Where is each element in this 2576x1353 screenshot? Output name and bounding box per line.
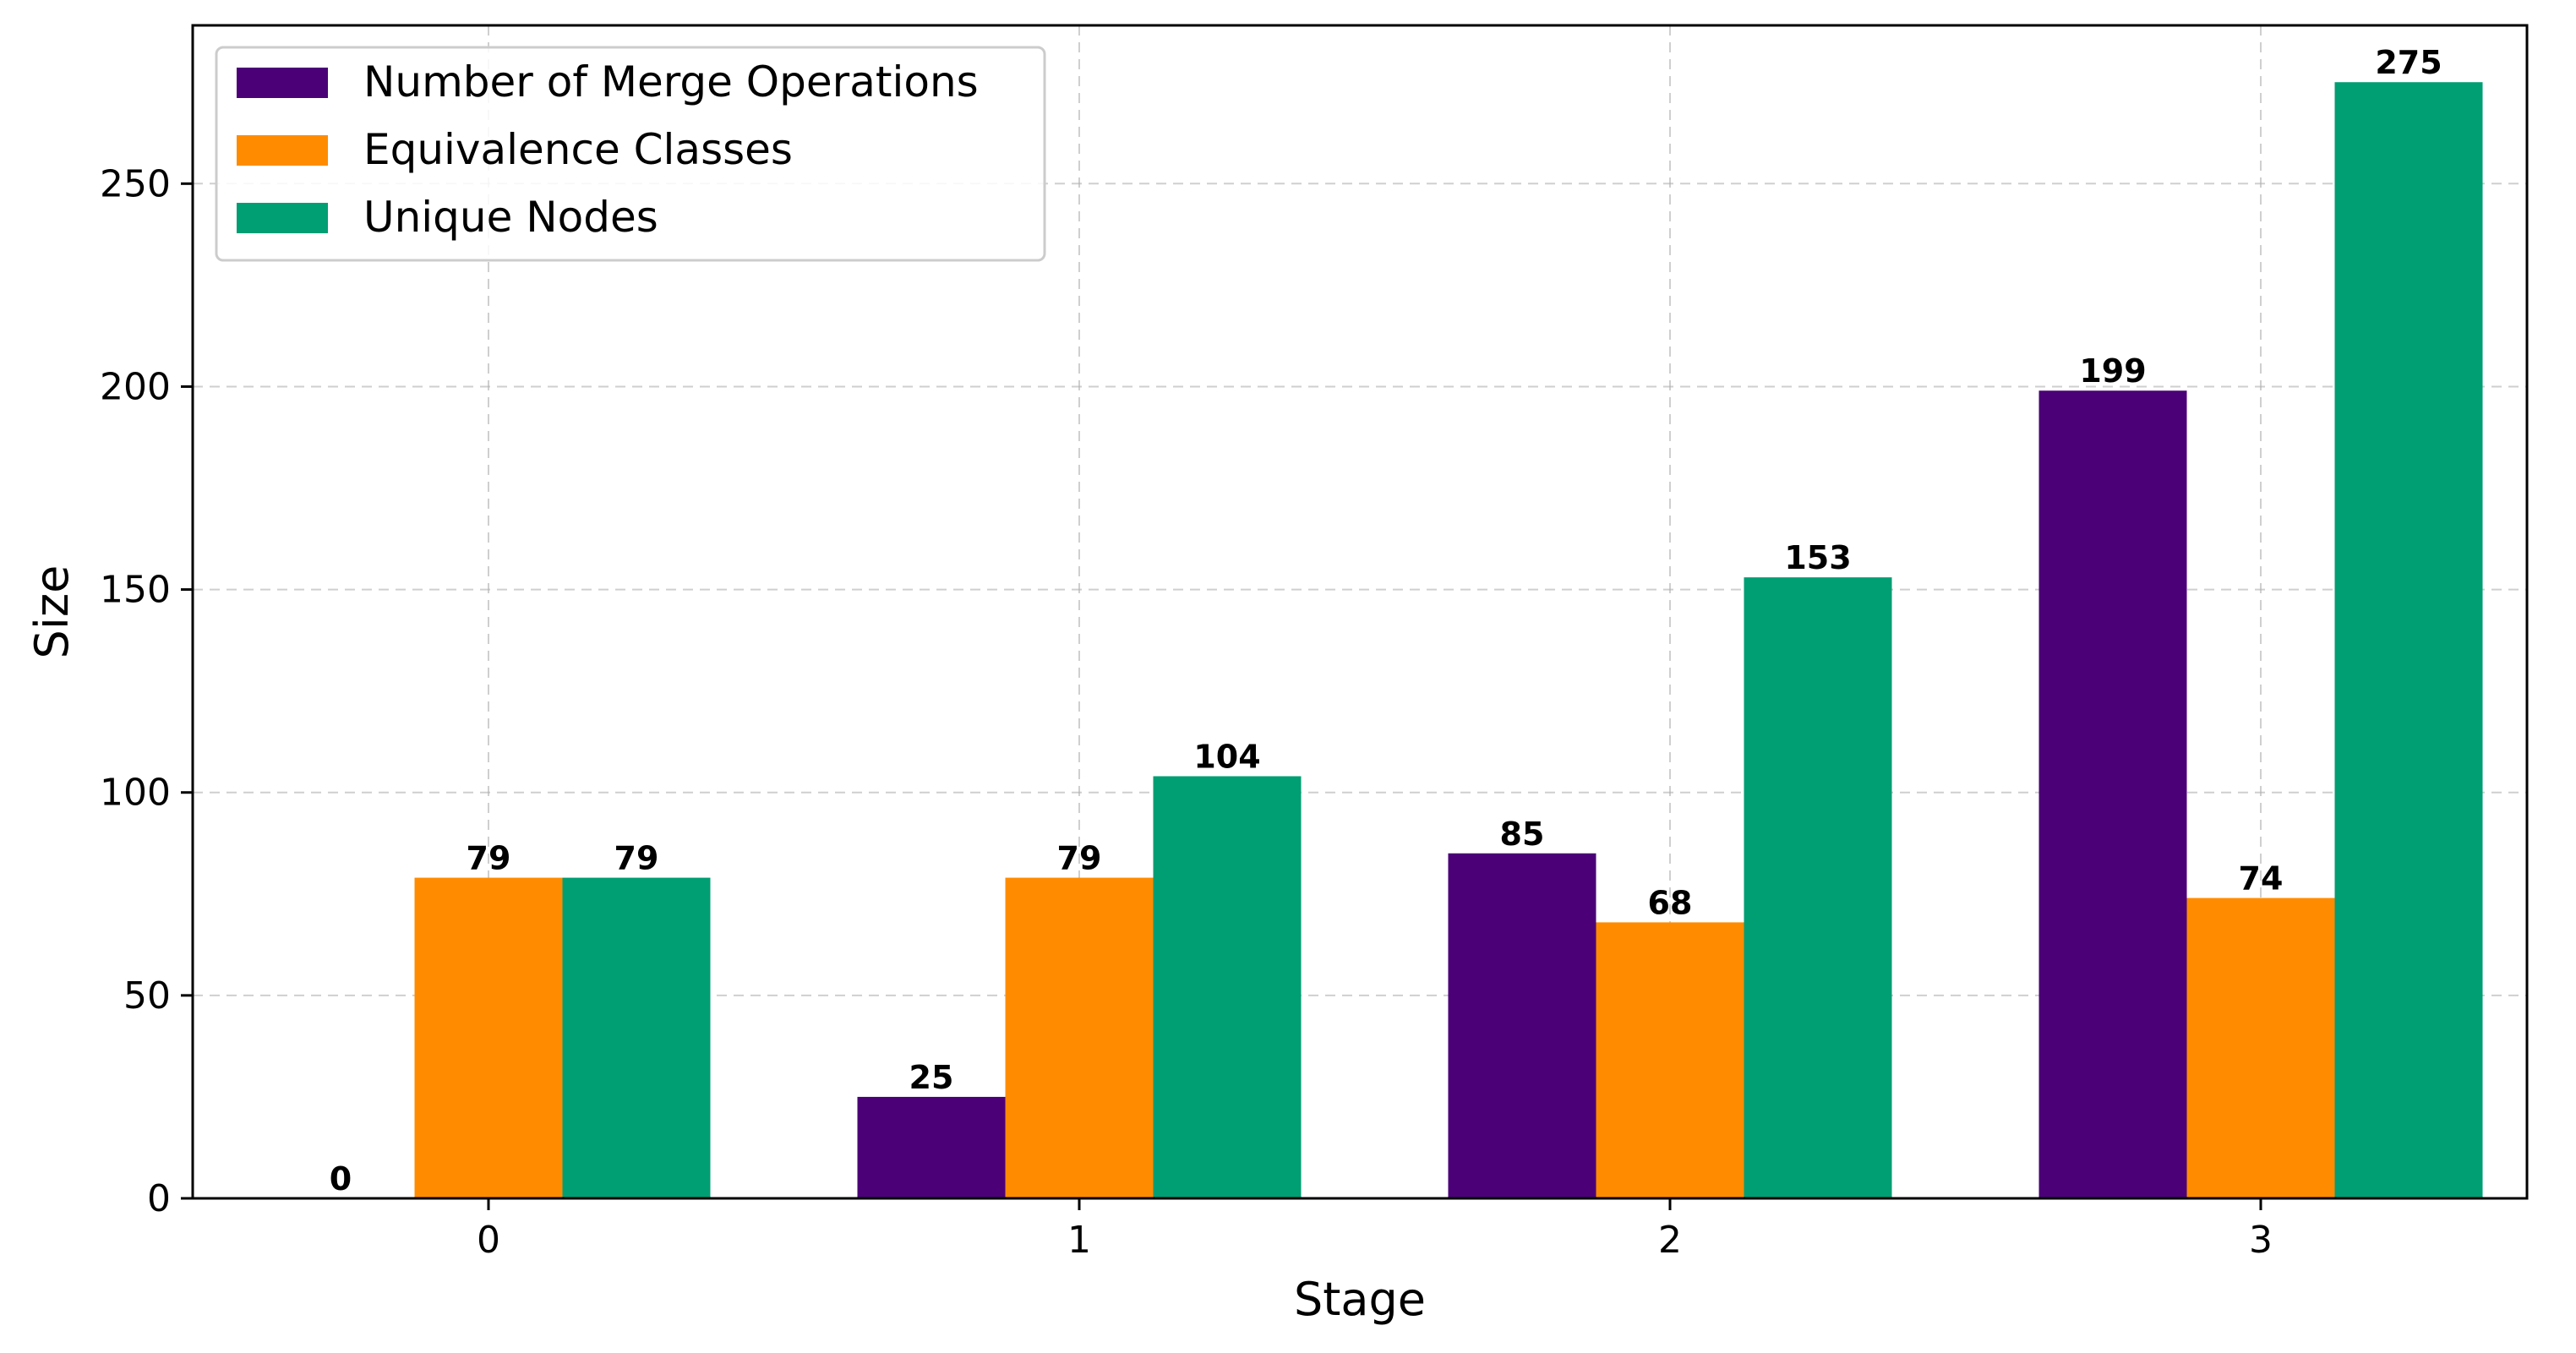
y-tick-label: 0 xyxy=(147,1177,171,1220)
bar xyxy=(414,877,563,1198)
y-tick-label: 200 xyxy=(100,365,171,408)
bar xyxy=(2186,897,2335,1198)
y-tick-label: 250 xyxy=(100,162,171,205)
legend-label: Unique Nodes xyxy=(363,193,658,242)
y-axis-title: Size xyxy=(25,565,79,659)
data-label: 79 xyxy=(467,840,511,877)
x-tick-label: 0 xyxy=(477,1219,500,1262)
bar xyxy=(562,877,711,1198)
data-label: 85 xyxy=(1500,816,1545,853)
data-label: 104 xyxy=(1193,739,1260,776)
data-label: 74 xyxy=(2239,860,2284,897)
bar xyxy=(2038,390,2187,1198)
legend-label: Number of Merge Operations xyxy=(363,57,979,106)
y-tick-label: 100 xyxy=(100,772,171,815)
x-axis-title: Stage xyxy=(1294,1273,1426,1326)
data-label: 25 xyxy=(909,1059,954,1096)
x-tick-label: 1 xyxy=(1067,1219,1091,1262)
data-label: 79 xyxy=(1057,840,1102,877)
x-axis-ticks: 0 1 2 3 xyxy=(477,1198,2273,1262)
data-label: 199 xyxy=(2079,352,2146,390)
bar xyxy=(857,1096,1006,1198)
bar xyxy=(1744,577,1892,1198)
plot-frame xyxy=(191,24,2529,1200)
x-tick-label: 3 xyxy=(2249,1219,2273,1262)
legend-swatch xyxy=(237,203,328,233)
y-tick-label: 150 xyxy=(100,569,171,612)
data-label: 68 xyxy=(1648,884,1693,921)
data-label: 275 xyxy=(2375,44,2442,81)
bar xyxy=(1005,877,1154,1198)
data-label: 79 xyxy=(614,840,659,877)
legend-label: Equivalence Classes xyxy=(363,125,793,174)
legend-swatch xyxy=(237,135,328,166)
x-tick-label: 2 xyxy=(1658,1219,1682,1262)
y-tick-label: 50 xyxy=(123,974,171,1017)
bar xyxy=(2334,82,2483,1198)
data-labels: 0 25 85 199 79 79 68 74 79 104 153 275 xyxy=(330,44,2442,1198)
legend-swatch xyxy=(237,68,328,98)
y-axis-ticks: 0 50 100 150 200 250 xyxy=(100,162,193,1220)
bar xyxy=(1596,922,1744,1198)
legend: Number of Merge Operations Equivalence Cl… xyxy=(215,46,1046,262)
legend-box xyxy=(215,46,1046,262)
bar xyxy=(1153,776,1302,1198)
bar xyxy=(1448,853,1596,1198)
data-label: 153 xyxy=(1784,539,1851,576)
data-label: 0 xyxy=(330,1160,352,1198)
bars xyxy=(414,82,2483,1198)
